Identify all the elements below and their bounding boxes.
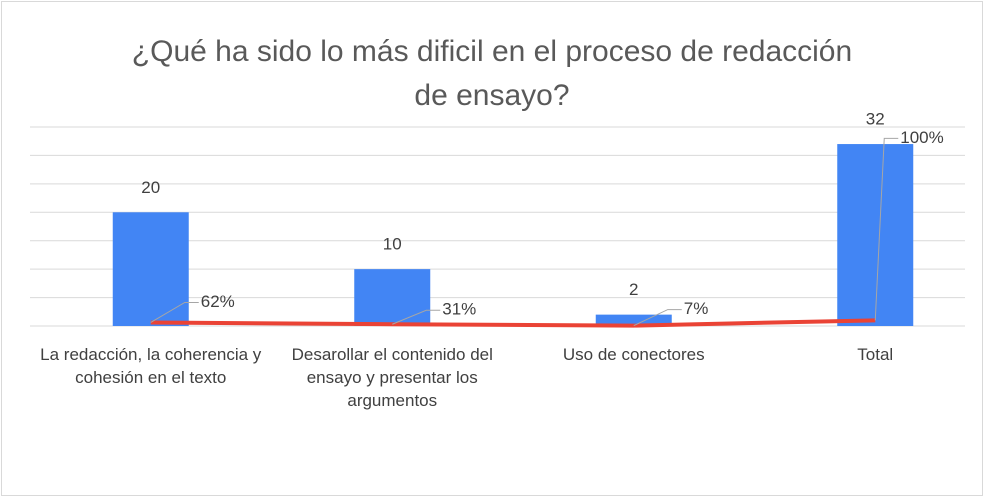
data-label: 2: [629, 280, 638, 299]
data-label: 7%: [684, 299, 709, 318]
x-tick-label: Total: [857, 345, 894, 364]
data-label: 62%: [201, 292, 235, 311]
bar: [595, 314, 672, 326]
data-label: 20: [141, 178, 160, 197]
leader-line: [874, 137, 899, 321]
bar: [354, 269, 431, 326]
leader-line: [150, 301, 199, 323]
data-label: 32: [866, 110, 885, 129]
leader-line: [392, 309, 441, 325]
line: [150, 318, 876, 328]
x-tick-label: La redacción, la coherencia y cohesión e…: [40, 345, 262, 387]
bar: [112, 212, 189, 326]
data-label: 10: [383, 235, 402, 254]
x-tick-label: Desarollar el contenido del ensayo y pre…: [291, 345, 493, 410]
chart-title: ¿Qué ha sido lo más dificil en el proces…: [131, 35, 853, 112]
bar: [837, 144, 914, 326]
data-label: 100%: [900, 128, 943, 147]
data-label: 31%: [442, 300, 476, 319]
x-tick-label: Uso de conectores: [562, 345, 705, 364]
leader-line: [633, 309, 682, 327]
